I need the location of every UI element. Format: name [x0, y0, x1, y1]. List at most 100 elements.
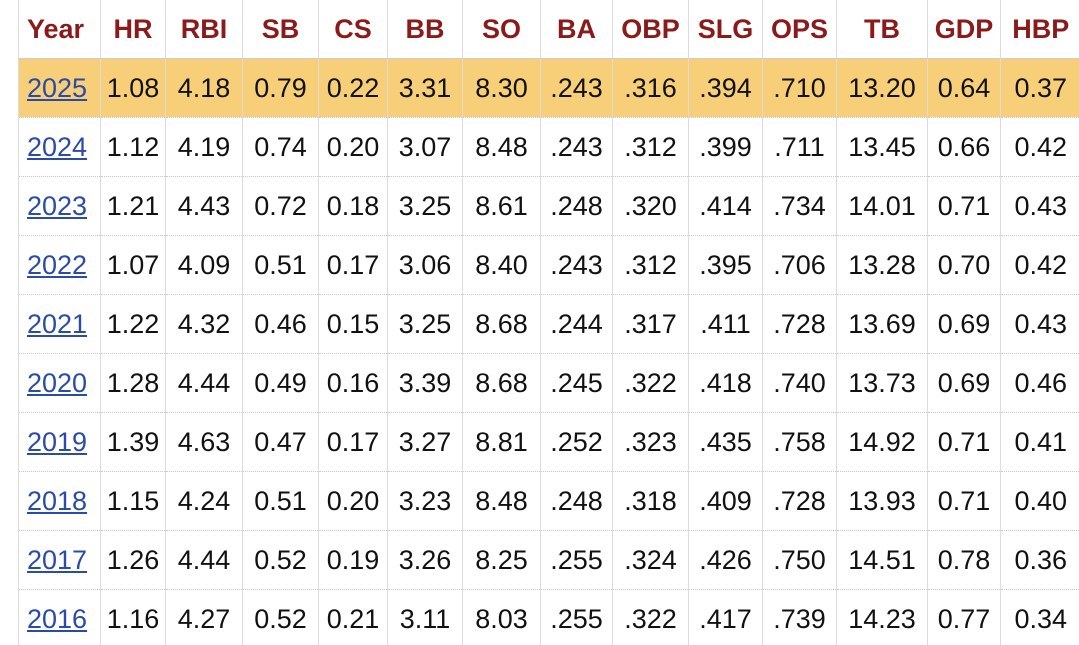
- column-header: Year: [18, 0, 101, 59]
- year-link[interactable]: 2019: [27, 426, 88, 457]
- stat-cell: .758: [762, 412, 837, 472]
- stat-cell: 0.20: [318, 471, 388, 531]
- stat-cell: 0.72: [242, 176, 319, 236]
- year-cell: 2023: [18, 176, 101, 236]
- stat-cell: 3.31: [387, 58, 463, 118]
- stat-cell: 8.48: [462, 117, 541, 177]
- column-header: SB: [242, 0, 319, 59]
- stat-cell: .414: [688, 176, 763, 236]
- stat-cell: 8.68: [462, 353, 541, 413]
- table-row: 2025 1.08 4.18 0.79 0.22 3.31 8.30.243.316.394…: [18, 58, 1079, 118]
- column-header: SO: [462, 0, 541, 59]
- stat-cell: 0.36: [1000, 530, 1079, 590]
- stat-cell: .312: [612, 235, 689, 295]
- stat-cell: 4.63: [165, 412, 243, 472]
- stat-cell: 0.78: [927, 530, 1001, 590]
- year-cell: 2018: [18, 471, 101, 531]
- stat-cell: 1.28: [100, 353, 166, 413]
- stat-cell: 0.17: [318, 412, 388, 472]
- stat-cell: 0.71: [927, 176, 1001, 236]
- stat-cell: 4.18: [165, 58, 243, 118]
- stat-cell: 1.22: [100, 294, 166, 354]
- column-header: SLG: [688, 0, 763, 59]
- stat-cell: .734: [762, 176, 837, 236]
- stat-cell: .399: [688, 117, 763, 177]
- header-row: Year HR RBI SB CS BB SO BA OBP SLG OPS TB GDP HBP: [18, 0, 1079, 59]
- stat-cell: 0.15: [318, 294, 388, 354]
- stat-cell: .435: [688, 412, 763, 472]
- year-link[interactable]: 2023: [27, 190, 88, 221]
- stat-cell: 0.43: [1000, 176, 1079, 236]
- stat-cell: 14.92: [836, 412, 928, 472]
- stat-cell: 1.12: [100, 117, 166, 177]
- stat-cell: 13.28: [836, 235, 928, 295]
- year-link[interactable]: 2025: [27, 72, 88, 103]
- stat-cell: 1.15: [100, 471, 166, 531]
- stat-cell: 3.23: [387, 471, 463, 531]
- column-header: BA: [540, 0, 613, 59]
- year-cell: 2024: [18, 117, 101, 177]
- stat-cell: .243: [540, 117, 613, 177]
- stat-cell: 0.42: [1000, 235, 1079, 295]
- stat-cell: 4.09: [165, 235, 243, 295]
- stat-cell: 4.19: [165, 117, 243, 177]
- stat-cell: 8.61: [462, 176, 541, 236]
- stat-cell: 0.66: [927, 117, 1001, 177]
- stat-cell: .255: [540, 530, 613, 590]
- table-row: 2024 1.12 4.19 0.74 0.20 3.07 8.48.243.312.399…: [18, 117, 1079, 177]
- stat-cell: .740: [762, 353, 837, 413]
- column-header: BB: [387, 0, 463, 59]
- stat-cell: 1.07: [100, 235, 166, 295]
- stat-cell: 4.32: [165, 294, 243, 354]
- stat-cell: 8.03: [462, 589, 541, 645]
- stat-cell: .728: [762, 294, 837, 354]
- year-link[interactable]: 2022: [27, 249, 88, 280]
- stat-cell: 0.47: [242, 412, 319, 472]
- stat-cell: 0.79: [242, 58, 319, 118]
- stat-cell: 3.25: [387, 176, 463, 236]
- stat-cell: .248: [540, 471, 613, 531]
- stat-cell: .252: [540, 412, 613, 472]
- stat-cell: .243: [540, 235, 613, 295]
- stat-cell: 0.20: [318, 117, 388, 177]
- stat-cell: 8.68: [462, 294, 541, 354]
- stat-cell: 0.46: [242, 294, 319, 354]
- column-header: GDP: [927, 0, 1001, 59]
- stat-cell: .320: [612, 176, 689, 236]
- stat-cell: 0.22: [318, 58, 388, 118]
- year-link[interactable]: 2018: [27, 485, 88, 516]
- stat-cell: .248: [540, 176, 613, 236]
- stat-cell: .417: [688, 589, 763, 645]
- stat-cell: .426: [688, 530, 763, 590]
- stat-cell: 4.44: [165, 530, 243, 590]
- year-link[interactable]: 2020: [27, 367, 88, 398]
- table-row: 2018 1.15 4.24 0.51 0.20 3.23 8.48.248.318.409…: [18, 471, 1079, 531]
- stat-cell: 3.06: [387, 235, 463, 295]
- stat-cell: 13.93: [836, 471, 928, 531]
- stat-cell: .255: [540, 589, 613, 645]
- stat-cell: 0.52: [242, 589, 319, 645]
- stat-cell: .750: [762, 530, 837, 590]
- stat-cell: 8.25: [462, 530, 541, 590]
- table-row: 2019 1.39 4.63 0.47 0.17 3.27 8.81.252.323.435…: [18, 412, 1079, 472]
- stat-cell: 4.24: [165, 471, 243, 531]
- stat-cell: .418: [688, 353, 763, 413]
- stat-cell: .706: [762, 235, 837, 295]
- year-link[interactable]: 2017: [27, 544, 88, 575]
- stat-cell: 0.34: [1000, 589, 1079, 645]
- stat-cell: .324: [612, 530, 689, 590]
- year-link[interactable]: 2016: [27, 603, 88, 634]
- stat-cell: 0.42: [1000, 117, 1079, 177]
- stat-cell: 0.77: [927, 589, 1001, 645]
- year-cell: 2025: [18, 58, 101, 118]
- stat-cell: 1.26: [100, 530, 166, 590]
- stat-cell: 8.30: [462, 58, 541, 118]
- year-cell: 2020: [18, 353, 101, 413]
- stat-cell: .312: [612, 117, 689, 177]
- year-link[interactable]: 2021: [27, 308, 88, 339]
- stat-cell: 3.39: [387, 353, 463, 413]
- year-link[interactable]: 2024: [27, 131, 88, 162]
- stat-cell: .739: [762, 589, 837, 645]
- stat-cell: 0.41: [1000, 412, 1079, 472]
